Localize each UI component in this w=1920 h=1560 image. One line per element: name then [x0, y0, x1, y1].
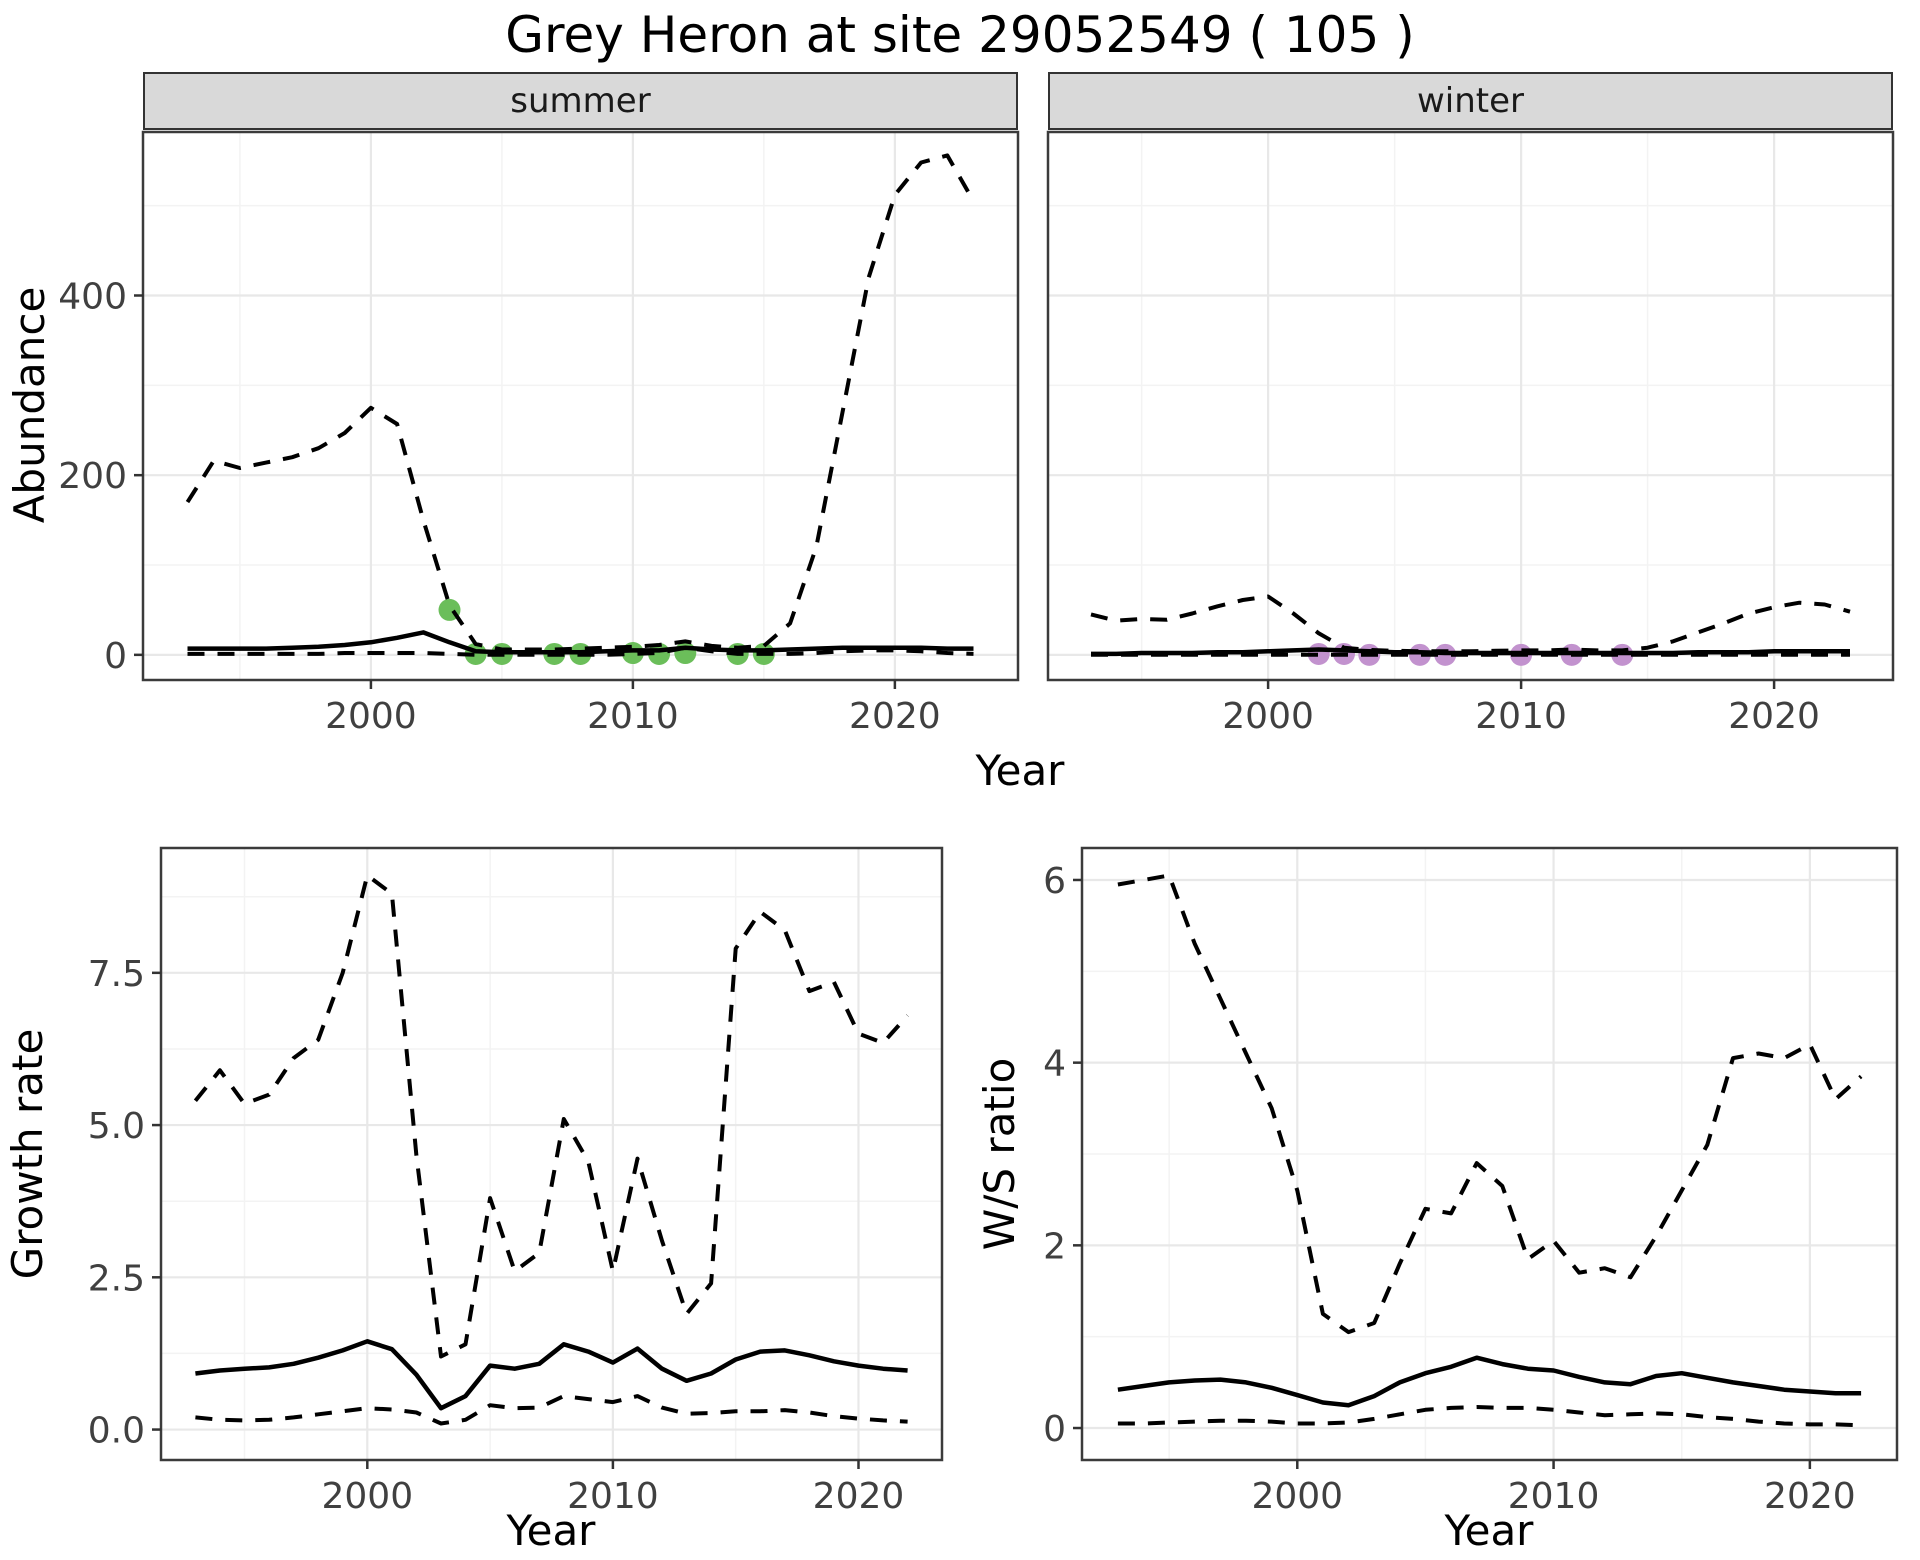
abundance-winter-panel: 2000 2010 2020: [1046, 130, 1895, 737]
y-tick-label: 4: [1043, 1044, 1066, 1085]
plot-title: Grey Heron at site 29052549 ( 105 ): [505, 6, 1415, 64]
ws-ratio-panel: 2000 2010 2020 0 2 4 6: [1043, 846, 1899, 1517]
growth-rate-upper-ci-line: [193, 873, 910, 1359]
x-tick-label: 2010: [1475, 696, 1567, 737]
y-tick-label: 5.0: [88, 1106, 145, 1147]
ws-ratio-y-axis-title: W/S ratio: [975, 1057, 1024, 1251]
facet-strip-winter: winter: [1048, 72, 1893, 130]
growth-x-axis-title: Year: [506, 1506, 596, 1555]
x-tick-label: 2020: [813, 1476, 905, 1517]
growth-rate-panel: 2000 2010 2020 0.0 2.5 5.0 7.5: [88, 846, 944, 1517]
x-tick-label: 2010: [587, 696, 679, 737]
y-tick-label: 400: [58, 277, 127, 318]
x-tick-label: 2020: [849, 696, 941, 737]
abundance-summer-lower-ci-line: [187, 645, 974, 657]
y-tick-label: 0.0: [88, 1411, 145, 1452]
ws-ratio-upper-ci-line: [1117, 873, 1863, 1335]
abundance-winter-panel-background: [1048, 132, 1893, 680]
y-tick-label: 0: [1043, 1409, 1066, 1450]
ws-ratio-median-line: [1117, 1355, 1862, 1408]
x-tick-label: 2000: [325, 696, 417, 737]
y-tick-label: 2.5: [88, 1258, 145, 1299]
abundance-winter-median-line: [1091, 647, 1850, 657]
growth-rate-median-line: [195, 1339, 908, 1411]
growth-y-axis-title: Growth rate: [3, 1028, 52, 1280]
y-tick-label: 200: [58, 456, 127, 497]
abundance-summer-upper-ci-line: [185, 153, 976, 652]
growth-rate-panel-border: [159, 846, 944, 1462]
ws-ratio-x-axis-title: Year: [1444, 1506, 1534, 1555]
x-tick-label: 2010: [567, 1476, 659, 1517]
abundance-summer-panel-border: [141, 130, 1020, 682]
x-tick-label: 2000: [321, 1476, 413, 1517]
abundance-winter-panel-border: [1046, 130, 1895, 682]
abundance-summer-observed-count: [674, 642, 697, 665]
top-x-axis-title: Year: [975, 746, 1065, 795]
x-tick-label: 2000: [1251, 1476, 1343, 1517]
x-tick-label: 2020: [1728, 696, 1820, 737]
x-tick-label: 2000: [1222, 696, 1314, 737]
y-tick-label: 0: [104, 636, 127, 677]
ws-ratio-panel-border: [1080, 846, 1899, 1462]
growth-rate-lower-ci-line: [195, 1394, 908, 1426]
y-tick-label: 2: [1043, 1226, 1066, 1267]
ws-ratio-lower-ci-line: [1117, 1405, 1862, 1428]
y-tick-label: 7.5: [88, 954, 145, 995]
abundance-y-axis-title: Abundance: [5, 286, 54, 524]
facet-strip-summer-label: summer: [510, 81, 651, 121]
y-tick-label: 6: [1043, 861, 1066, 902]
facet-strip-summer: summer: [143, 72, 1018, 130]
x-tick-label: 2010: [1508, 1476, 1600, 1517]
abundance-summer-panel: 2000 2010 2020 0 200 400: [58, 130, 1020, 737]
abundance-summer-panel-background: [143, 132, 1018, 680]
facet-strip-winter-label: winter: [1416, 81, 1525, 121]
abundance-summer-median-line: [187, 630, 974, 655]
x-tick-label: 2020: [1764, 1476, 1856, 1517]
